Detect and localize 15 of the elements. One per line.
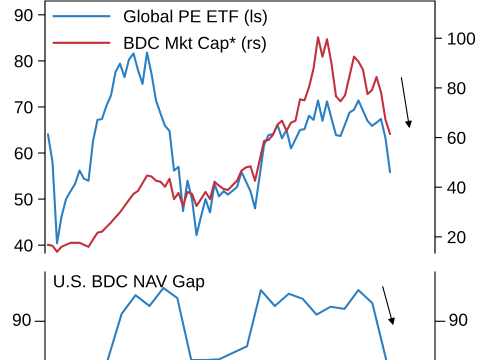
y-tick-label: 90	[14, 8, 33, 22]
y2-tick-label: 80	[448, 82, 466, 94]
legend-label: BDC Mkt Cap* (rs)	[124, 36, 266, 52]
y-tick-label: 70	[14, 101, 33, 114]
y2-tick-label: 60	[448, 132, 466, 144]
y-tick-label: 40	[14, 239, 33, 252]
y-tick-label: 60	[14, 147, 33, 160]
y2-tick-label: 20	[448, 231, 466, 244]
y-tick-label: 50	[14, 193, 33, 206]
legend-label: Global PE ETF (ls)	[124, 10, 267, 26]
text: 90	[449, 314, 468, 326]
chart-title: U.S. BDC NAV Gap	[54, 275, 204, 291]
y-tick-label: 80	[14, 55, 33, 68]
y2-tick-label: 100	[448, 32, 476, 45]
y2-tick-label: 40	[447, 181, 466, 194]
